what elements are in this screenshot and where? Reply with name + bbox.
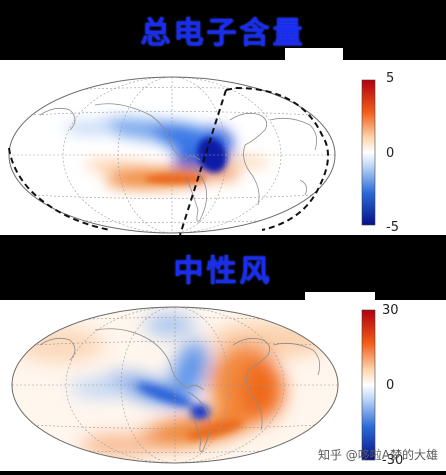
wind-colorbar-mid: 0 [386,378,394,393]
wind-map-outline [11,306,339,464]
title-band-1: 总电子含量 [0,0,446,60]
tec-map-svg: 5 0 -5 [8,71,399,236]
panel-2-title: 中性风 [173,253,273,289]
tec-colorbar-min: -5 [386,220,399,235]
panel-1-title: 总电子含量 [140,16,306,51]
panel-tec: 5 0 -5 [0,60,446,236]
tec-colorbar-max: 5 [386,71,394,86]
tec-map-field [9,77,335,233]
wind-colorbar [361,309,376,461]
wind-map-field [12,307,338,463]
wind-map-svg: 30 0 -30 [11,303,403,468]
tec-colorbar [361,79,376,226]
tec-colorbar-mid: 0 [386,146,394,161]
wind-colorbar-min: -30 [382,453,403,468]
panel-1-notch [285,48,343,62]
tec-map-outline [8,76,336,234]
wind-colorbar-max: 30 [382,303,399,318]
title-band-2: 中性风 [0,235,446,300]
watermark-text: 知乎 @哆啦A梦的大雄 [317,448,438,462]
panel-2-notch [305,292,375,302]
panel-wind: 30 0 -30 知乎 @哆啦A梦的大雄 [0,300,446,471]
terminator-dashed-line [8,86,329,236]
